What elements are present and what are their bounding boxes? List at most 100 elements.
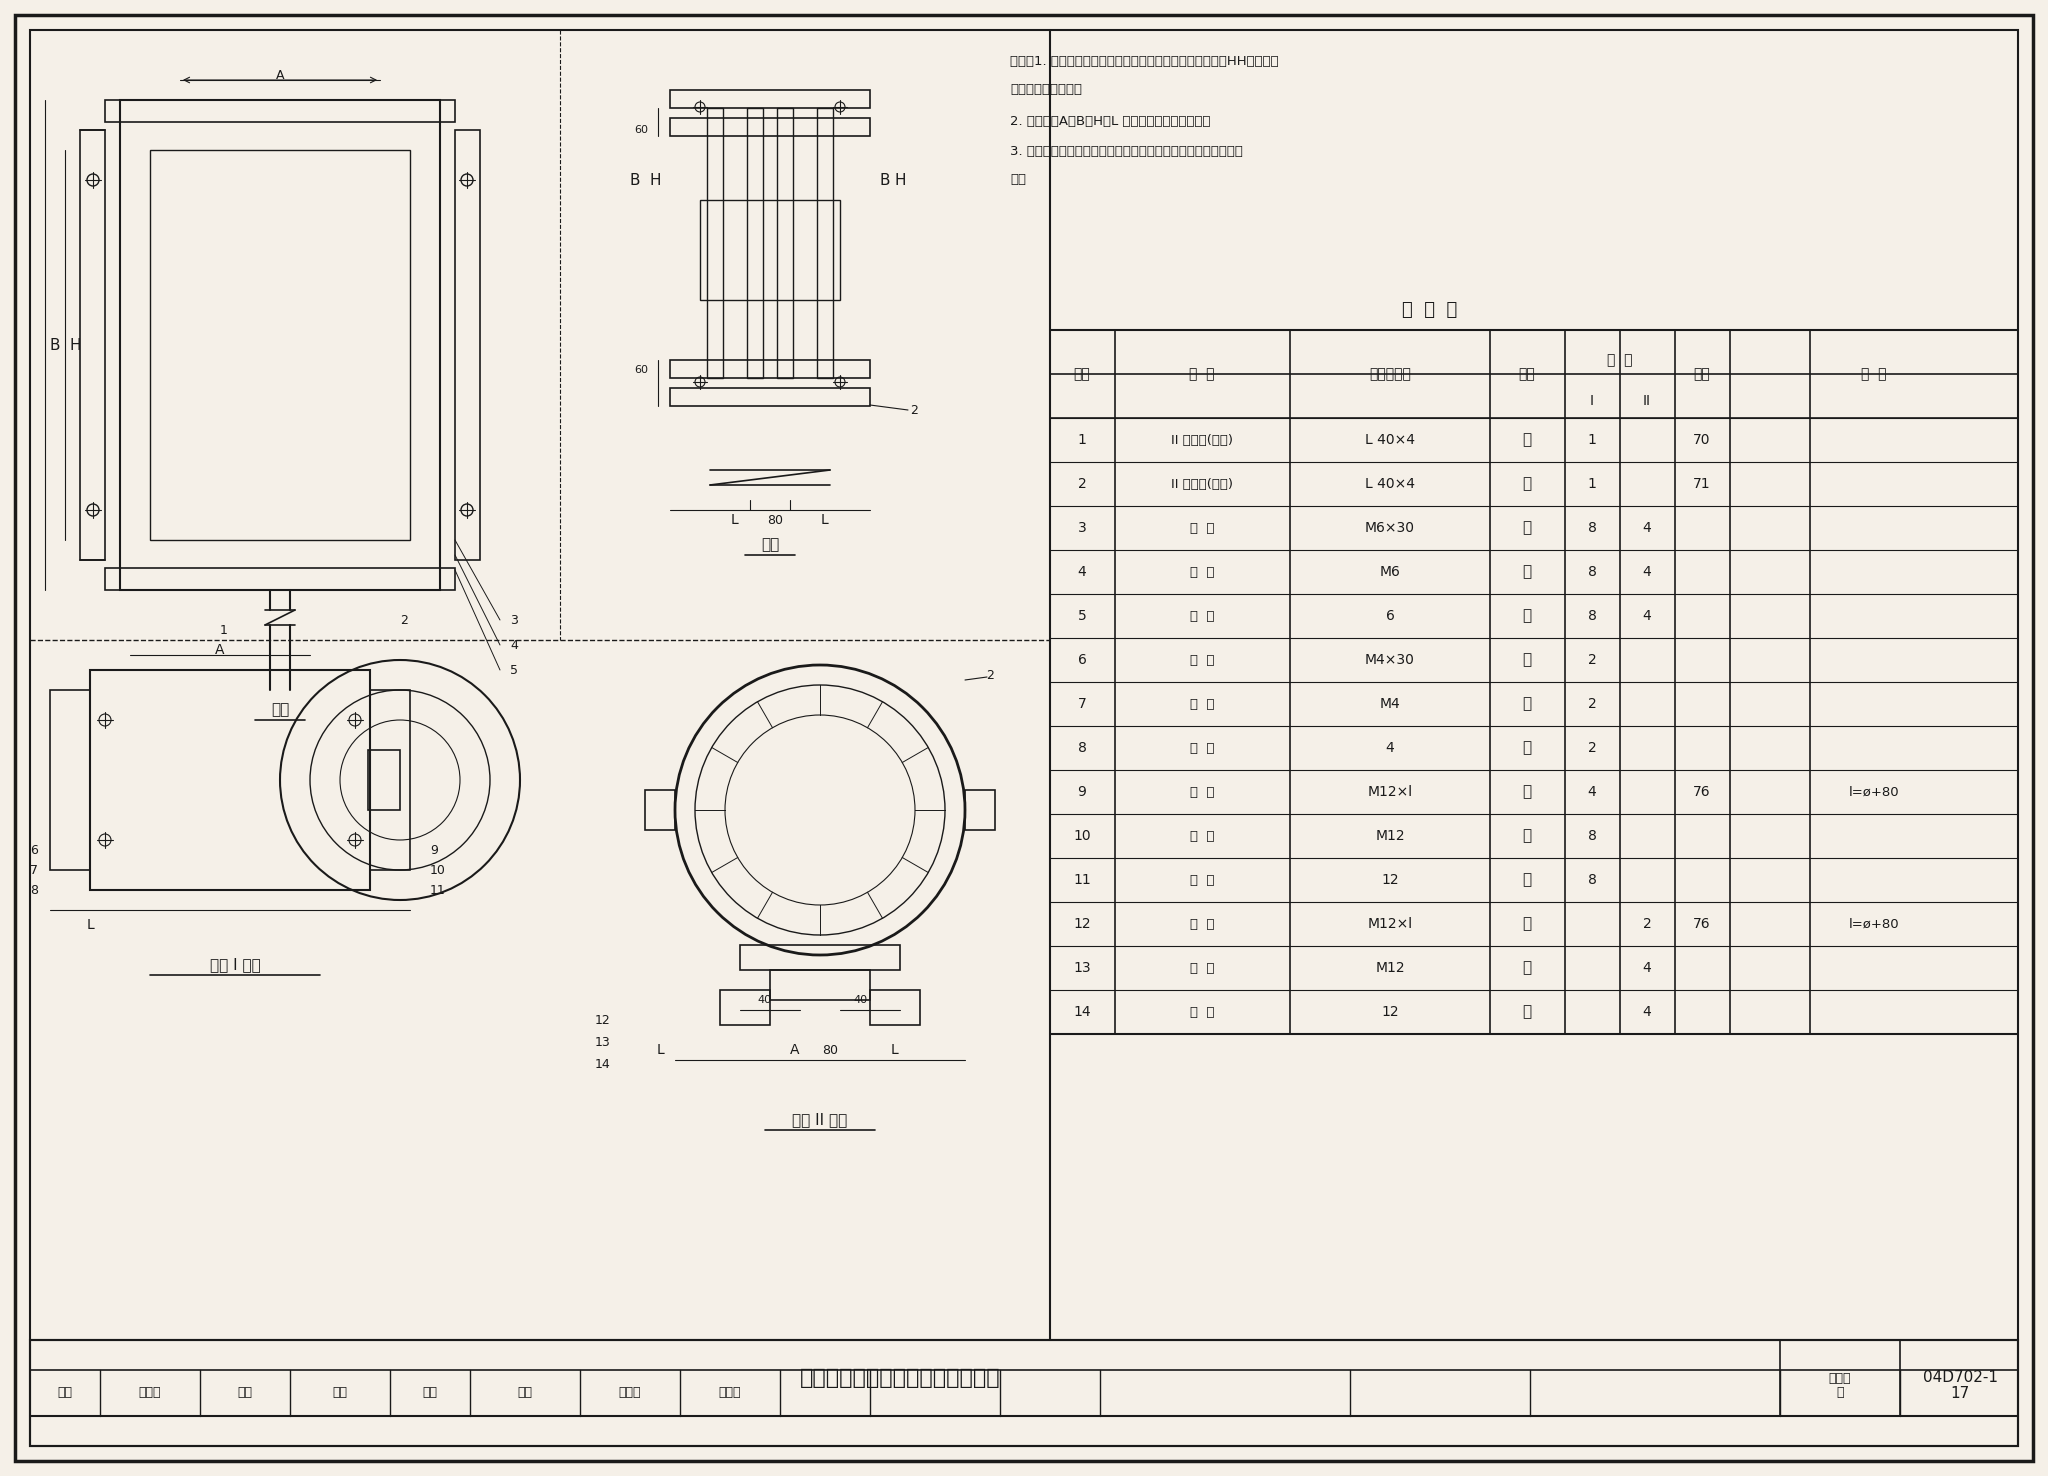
- Text: 度。: 度。: [1010, 173, 1026, 186]
- Bar: [721, 990, 770, 1024]
- Text: 图集号: 图集号: [1829, 1371, 1851, 1384]
- Bar: [104, 568, 455, 590]
- Text: 个: 个: [1522, 477, 1532, 492]
- Bar: [739, 945, 899, 970]
- Bar: [770, 970, 870, 1001]
- Text: 个: 个: [1522, 697, 1532, 711]
- Text: 4: 4: [1642, 1005, 1651, 1018]
- Text: 1: 1: [1077, 432, 1085, 447]
- Text: 戊建全: 戊建全: [618, 1386, 641, 1399]
- Text: 4: 4: [1642, 565, 1651, 579]
- Bar: [80, 130, 104, 559]
- Text: B: B: [629, 173, 641, 187]
- Text: 垫  圈: 垫 圈: [1190, 741, 1214, 754]
- Text: 71: 71: [1694, 477, 1710, 492]
- Text: 60: 60: [635, 365, 647, 375]
- Text: 12: 12: [1380, 872, 1399, 887]
- Text: 开关及按鈕等安装。: 开关及按鈕等安装。: [1010, 83, 1081, 96]
- Text: 螺  母: 螺 母: [1190, 830, 1214, 843]
- Text: 2: 2: [1587, 741, 1595, 756]
- Text: 个: 个: [1522, 521, 1532, 536]
- Text: 6: 6: [1386, 610, 1395, 623]
- Text: 4: 4: [510, 639, 518, 651]
- Text: M6: M6: [1380, 565, 1401, 579]
- Text: 7: 7: [1077, 697, 1085, 711]
- Text: 2: 2: [1587, 652, 1595, 667]
- Text: II 型支架(多台): II 型支架(多台): [1171, 478, 1233, 490]
- Text: 页: 页: [1837, 1386, 1843, 1399]
- Text: 单位: 单位: [1520, 368, 1536, 381]
- Text: 螺  栓: 螺 栓: [1190, 521, 1214, 534]
- Text: 个: 个: [1522, 828, 1532, 843]
- Text: 个: 个: [1522, 961, 1532, 976]
- Bar: [670, 360, 870, 378]
- Bar: [670, 90, 870, 108]
- Text: l=ø+80: l=ø+80: [1849, 785, 1898, 799]
- Text: 17: 17: [1950, 1386, 1970, 1401]
- Text: 4: 4: [1642, 521, 1651, 534]
- Text: M12×l: M12×l: [1368, 785, 1413, 799]
- Text: 螺  栓: 螺 栓: [1190, 785, 1214, 799]
- Text: 4: 4: [1587, 785, 1595, 799]
- Text: 11: 11: [1073, 872, 1092, 887]
- Bar: [90, 670, 371, 890]
- Text: 9: 9: [430, 843, 438, 856]
- Text: M12: M12: [1374, 961, 1405, 976]
- Text: 5: 5: [1077, 610, 1085, 623]
- Bar: [670, 388, 870, 406]
- Text: 螺  母: 螺 母: [1190, 698, 1214, 710]
- Text: 1: 1: [219, 623, 227, 636]
- Bar: [700, 201, 840, 300]
- Text: 12: 12: [594, 1014, 610, 1026]
- Text: 个: 个: [1522, 608, 1532, 623]
- Text: 2: 2: [399, 614, 408, 626]
- Text: M12×l: M12×l: [1368, 917, 1413, 931]
- Text: 8: 8: [1077, 741, 1085, 756]
- Text: 2: 2: [1077, 477, 1085, 492]
- Text: 附注：1. 本图适用于悬挂式配电筱、起动器、电磁起动器、HH系列负荷: 附注：1. 本图适用于悬挂式配电筱、起动器、电磁起动器、HH系列负荷: [1010, 55, 1278, 68]
- Text: A: A: [791, 1044, 801, 1057]
- Text: M4: M4: [1380, 697, 1401, 711]
- Text: B: B: [49, 338, 59, 353]
- Text: 配电设备在管柱上用抱笼支架安装: 配电设备在管柱上用抱笼支架安装: [799, 1368, 999, 1387]
- Text: L: L: [891, 1044, 899, 1057]
- Text: 设计: 设计: [518, 1386, 532, 1399]
- Text: 个: 个: [1522, 652, 1532, 667]
- Text: 13: 13: [1073, 961, 1092, 976]
- Bar: [121, 100, 440, 590]
- Text: 80: 80: [768, 514, 782, 527]
- Text: B: B: [881, 173, 891, 187]
- Text: M4×30: M4×30: [1366, 652, 1415, 667]
- Text: 70: 70: [1694, 432, 1710, 447]
- Bar: [49, 689, 90, 869]
- Bar: [870, 990, 920, 1024]
- Text: 8: 8: [1587, 610, 1597, 623]
- Text: L: L: [821, 514, 829, 527]
- Text: 14: 14: [1073, 1005, 1092, 1018]
- Text: 2: 2: [909, 403, 918, 416]
- Bar: [645, 790, 676, 830]
- Text: 编号: 编号: [1073, 368, 1090, 381]
- Text: 个: 个: [1522, 785, 1532, 800]
- Text: 材  料  表: 材 料 表: [1403, 301, 1458, 319]
- Text: 10: 10: [1073, 830, 1092, 843]
- Text: H: H: [649, 173, 662, 187]
- Text: 立面: 立面: [762, 537, 778, 552]
- Text: 个: 个: [1522, 917, 1532, 931]
- Text: H: H: [895, 173, 905, 187]
- Bar: [150, 151, 410, 540]
- Text: 6: 6: [31, 843, 37, 856]
- Text: II: II: [1642, 394, 1651, 407]
- Text: 12: 12: [1073, 917, 1092, 931]
- Text: 2: 2: [1587, 697, 1595, 711]
- Text: 个: 个: [1522, 741, 1532, 756]
- Text: 名  称: 名 称: [1190, 368, 1214, 381]
- Text: 3: 3: [510, 614, 518, 626]
- Text: 40: 40: [852, 995, 866, 1005]
- Text: M6×30: M6×30: [1366, 521, 1415, 534]
- Text: 3. 当笱体宽度大于柱外径时，其角锂支架长度不应大于笱体的宽: 3. 当笱体宽度大于柱外径时，其角锂支架长度不应大于笱体的宽: [1010, 145, 1243, 158]
- Text: 审核: 审核: [57, 1386, 72, 1399]
- Text: 篓篓: 篓篓: [422, 1386, 438, 1399]
- Bar: [455, 130, 479, 559]
- Text: 螺  母: 螺 母: [1190, 565, 1214, 579]
